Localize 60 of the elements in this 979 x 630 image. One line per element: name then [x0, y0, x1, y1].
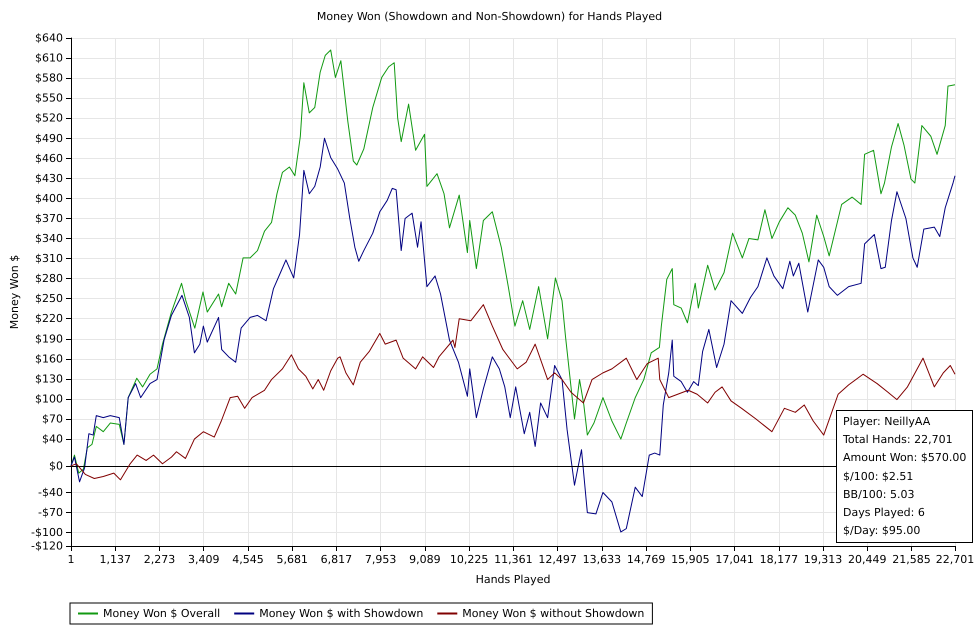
x-tick-label: 12,497 [538, 553, 577, 566]
x-tick-label: 2,273 [144, 553, 176, 566]
y-tick-label: $640 [35, 32, 63, 44]
x-tick-label: 3,409 [188, 553, 220, 566]
x-tick-label: 6,817 [320, 553, 352, 566]
y-tick-label: $0 [49, 459, 63, 472]
y-tick-label: $400 [35, 192, 63, 205]
y-tick-label: $370 [35, 212, 63, 225]
y-tick-label: $70 [42, 412, 63, 426]
x-tick-label: 21,585 [892, 553, 931, 566]
annotation: Total Hands: 22,701 [843, 432, 954, 448]
x-tick-label: 7,953 [364, 553, 396, 566]
y-tick-label: $580 [35, 72, 63, 85]
y-tick-label: $160 [35, 352, 63, 366]
annotation: $/100: $2.51 [843, 468, 914, 485]
annotation: Player: NeillyAA [843, 414, 932, 430]
x-tick-label: 15,905 [671, 553, 710, 566]
x-tick-label: 14,769 [626, 553, 666, 566]
y-tick-label: -$120 [31, 540, 63, 552]
annotation: Amount Won: $570.00 [843, 450, 966, 466]
y-tick-label: $250 [35, 292, 63, 306]
y-tick-label: $130 [35, 372, 63, 386]
y-tick-label: $310 [35, 252, 63, 266]
legend-label: Money Won $ Overall [103, 607, 220, 620]
y-tick-label: $430 [35, 172, 63, 185]
x-tick-label: 20,449 [848, 553, 887, 566]
y-tick-label: $550 [35, 92, 63, 105]
y-tick-label: $460 [35, 152, 63, 165]
y-tick-label: -$40 [38, 486, 63, 500]
y-tick-label: $280 [35, 272, 63, 286]
legend-label: Money Won $ without Showdown [462, 607, 644, 620]
y-tick-label: $340 [35, 232, 63, 246]
annotation: BB/100: 5.03 [843, 486, 916, 503]
x-tick-label: 9,089 [409, 553, 441, 566]
x-tick-label: 11,361 [494, 553, 533, 566]
annotation: $/Day: $95.00 [843, 523, 922, 540]
annotation: Days Played: 6 [843, 505, 926, 522]
chart-title: Money Won (Showdown and Non-Showdown) for Hands Played [316, 10, 662, 23]
y-tick-label: $610 [35, 52, 63, 65]
x-tick-label: 18,177 [760, 553, 798, 566]
y-tick-label: $100 [35, 392, 63, 406]
x-axis-title: Hands Played [476, 573, 550, 586]
x-tick-label: 17,041 [715, 553, 754, 566]
y-tick-label: -$70 [38, 506, 63, 520]
y-tick-label: -$100 [31, 526, 63, 540]
x-tick-label: 4,545 [232, 553, 264, 566]
legend-label: Money Won $ with Showdown [259, 607, 424, 620]
y-tick-label: $40 [42, 432, 63, 446]
x-tick-label: 5,681 [276, 553, 308, 566]
y-tick-label: $490 [35, 132, 63, 145]
y-tick-label: $220 [35, 312, 63, 326]
x-tick-label: 10,225 [450, 553, 488, 566]
x-tick-label: 1,137 [99, 553, 131, 566]
x-tick-label: 1 [68, 553, 74, 566]
x-tick-label: 19,313 [804, 553, 842, 566]
y-tick-label: $190 [35, 332, 63, 346]
y-axis-title: Money Won $ [8, 254, 22, 330]
x-tick-label: 22,701 [936, 553, 974, 566]
y-tick-label: $520 [35, 112, 63, 125]
x-tick-label: 13,633 [582, 553, 622, 566]
